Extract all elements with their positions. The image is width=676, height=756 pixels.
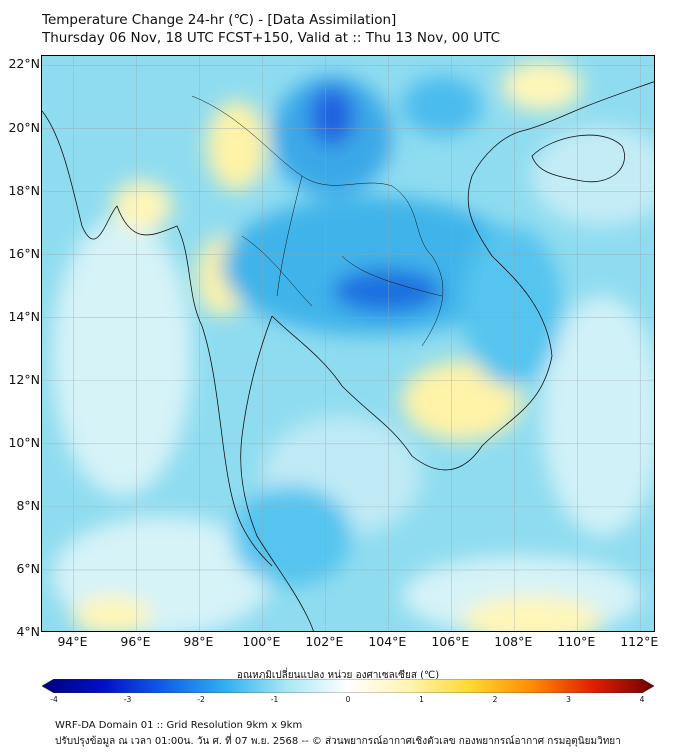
colorbar-tick-label: -4 (50, 695, 58, 704)
colorbar-tick-label: 3 (566, 695, 571, 704)
field-warm-myanmar (112, 181, 172, 231)
coastline-hainan (531, 134, 625, 183)
latitude-label: 12°N (8, 371, 40, 387)
field-warm-north (207, 101, 267, 191)
field-light-west (52, 216, 192, 496)
latitude-label: 16°N (8, 245, 40, 261)
longitude-label: 112°E (620, 634, 659, 649)
colorbar-tick-label: 2 (492, 695, 498, 704)
colorbar-tick-label: 0 (345, 695, 351, 704)
field-light-east (542, 296, 654, 536)
temperature-change-map (41, 55, 655, 632)
border-interior (191, 95, 444, 347)
field-warm-south (462, 596, 602, 631)
temperature-field (52, 61, 654, 631)
field-warm-northeast (502, 61, 582, 111)
longitude-label: 108°E (494, 634, 533, 649)
field-cool-central (222, 196, 522, 336)
latitude-label: 6°N (16, 560, 40, 576)
coastline-west (42, 110, 273, 567)
field-cool-laos (462, 226, 562, 386)
longitude-label: 96°E (120, 634, 151, 649)
colorbar-tick-label: -1 (270, 695, 279, 704)
boundaries (42, 81, 654, 631)
graticule (42, 56, 654, 631)
latitude-label: 20°N (8, 119, 40, 135)
colorbar-tick-label: 1 (419, 695, 424, 704)
map-subtitle: Thursday 06 Nov, 18 UTC FCST+150, Valid … (42, 30, 501, 46)
colorbar-scale (42, 679, 654, 693)
colorbar-tick-label: -2 (197, 695, 205, 704)
field-cold-core-south (332, 269, 442, 313)
longitude-label: 110°E (557, 634, 596, 649)
longitude-label: 94°E (57, 634, 88, 649)
longitude-label: 102°E (305, 634, 344, 649)
footer-update-info: ปรับปรุงข้อมูล ณ เวลา 01:00น. วัน ศ. ที่… (55, 736, 621, 747)
colorbar (42, 679, 654, 693)
colorbar-label: อุณหภูมิเปลี่ยนแปลง หน่วย องศาเซลเซียส (… (236, 670, 440, 681)
field-warm-southwest (72, 596, 152, 631)
longitude-label: 98°E (183, 634, 214, 649)
longitude-label: 104°E (368, 634, 407, 649)
latitude-label: 14°N (8, 308, 40, 324)
coastline-peninsula (240, 315, 314, 631)
field-cool-northeast (402, 76, 482, 136)
footer-model-info: WRF-DA Domain 01 :: Grid Resolution 9km … (55, 720, 303, 731)
map-title: Temperature Change 24-hr (℃) - [Data Ass… (42, 12, 397, 28)
longitude-label: 106°E (431, 634, 470, 649)
latitude-label: 22°N (8, 56, 40, 72)
map-canvas (42, 56, 654, 631)
latitude-label: 10°N (8, 434, 40, 450)
field-cool-andaman (232, 486, 352, 586)
coastline-gulf (271, 81, 654, 471)
latitude-label: 4°N (16, 624, 40, 639)
latitude-label: 8°N (16, 497, 40, 513)
latitude-label: 18°N (8, 182, 40, 198)
colorbar-tick-label: 4 (639, 695, 645, 704)
colorbar-tick-label: -3 (123, 695, 132, 704)
field-cold-core-north (310, 86, 354, 146)
longitude-label: 100°E (242, 634, 281, 649)
